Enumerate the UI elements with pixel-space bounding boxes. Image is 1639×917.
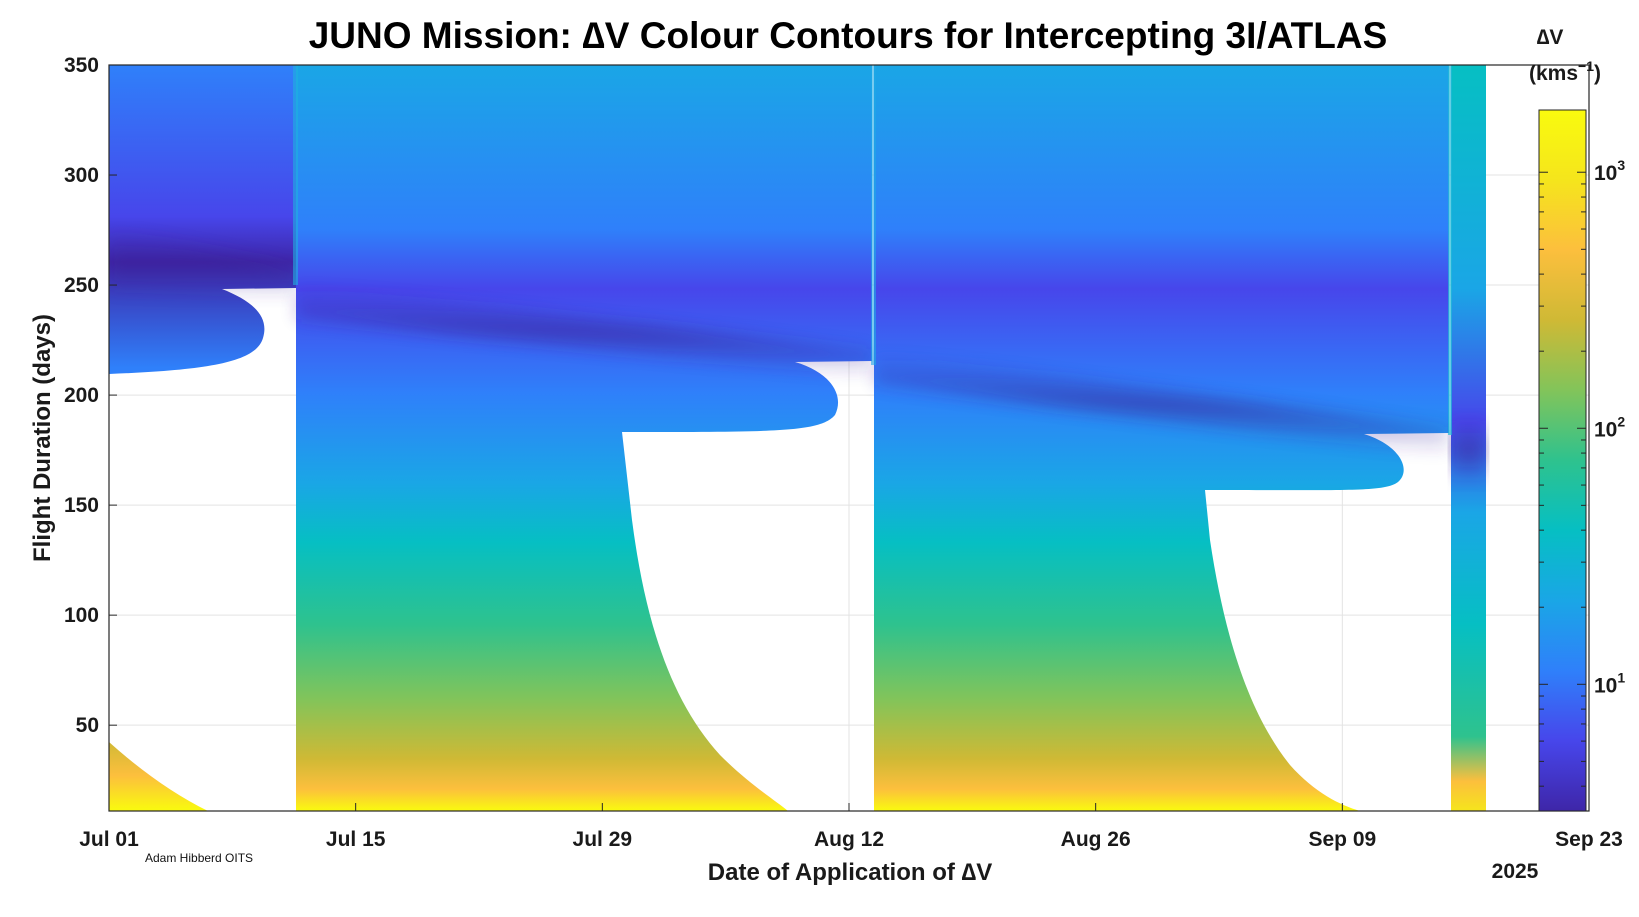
x-tick-label: Sep 23 — [1555, 828, 1623, 851]
band3-edge-seam — [871, 65, 876, 365]
colorbar-tick-exponent: 3 — [1617, 157, 1625, 173]
x-tick-label: Jul 01 — [79, 828, 139, 851]
colorbar-tick-label: 101 — [1594, 669, 1625, 697]
band2-dark-valley — [296, 285, 872, 378]
colorbar-tick-base: 10 — [1594, 162, 1617, 185]
colorbar-tick-exponent: 2 — [1617, 413, 1625, 429]
y-axis-ticks: 50 100 150 200 250 300 350 — [64, 54, 117, 737]
heatmap-region — [109, 65, 1486, 811]
colorbar-tick-base: 10 — [1594, 418, 1617, 441]
colorbar-label-unit: (kms−1) — [1529, 58, 1601, 85]
x-axis-ticks: Jul 01 Jul 15 Jul 29 Aug 12 Aug 26 Sep 09 Sep … — [79, 803, 1623, 851]
band1-upper-region — [109, 65, 296, 374]
credit-text: Adam Hibberd OITS — [145, 851, 253, 865]
x-axis-year-label: 2025 — [1492, 860, 1539, 883]
colorbar-label-top: ∆V — [1537, 26, 1564, 49]
x-axis-label: Date of Application of ∆V — [708, 859, 992, 886]
colorbar-ramp — [1538, 109, 1587, 812]
band4-dark-spot — [1451, 415, 1486, 485]
colorbar-tick-exponent: 1 — [1617, 669, 1625, 685]
band1-corner-region — [109, 742, 208, 811]
chart-title: JUNO Mission: ∆V Colour Contours for Int… — [309, 15, 1388, 56]
band1-dark-valley — [109, 228, 296, 300]
band3-region — [874, 65, 1449, 811]
y-tick-label: 300 — [64, 164, 99, 187]
plot-area: 50 100 150 200 250 300 350 Jul 01 Jul 15 Jul 29 A… — [64, 54, 1623, 851]
band2-edge-seam — [293, 65, 298, 285]
x-tick-label: Jul 15 — [326, 828, 386, 851]
y-tick-label: 150 — [64, 494, 99, 517]
colorbar-unit-exponent: −1 — [1578, 58, 1594, 74]
y-tick-label: 100 — [64, 604, 99, 627]
colorbar-unit-close: ) — [1594, 62, 1601, 85]
band4-edge-seam — [1448, 65, 1452, 435]
y-tick-label: 250 — [64, 274, 99, 297]
y-tick-label: 200 — [64, 384, 99, 407]
x-tick-label: Aug 12 — [814, 828, 884, 851]
y-axis-label: Flight Duration (days) — [29, 314, 56, 562]
colorbar-unit-text: (kms — [1529, 62, 1578, 85]
y-tick-label: 50 — [76, 714, 99, 737]
band3-dark-valley — [874, 352, 1449, 456]
x-tick-label: Aug 26 — [1061, 828, 1131, 851]
colorbar-tick-label: 103 — [1594, 157, 1625, 185]
x-tick-label: Sep 09 — [1308, 828, 1376, 851]
colorbar-tick-base: 10 — [1594, 674, 1617, 697]
y-tick-label: 350 — [64, 54, 99, 77]
x-tick-label: Jul 29 — [573, 828, 633, 851]
colorbar-tick-label: 102 — [1594, 413, 1625, 441]
band2-region — [296, 65, 872, 811]
